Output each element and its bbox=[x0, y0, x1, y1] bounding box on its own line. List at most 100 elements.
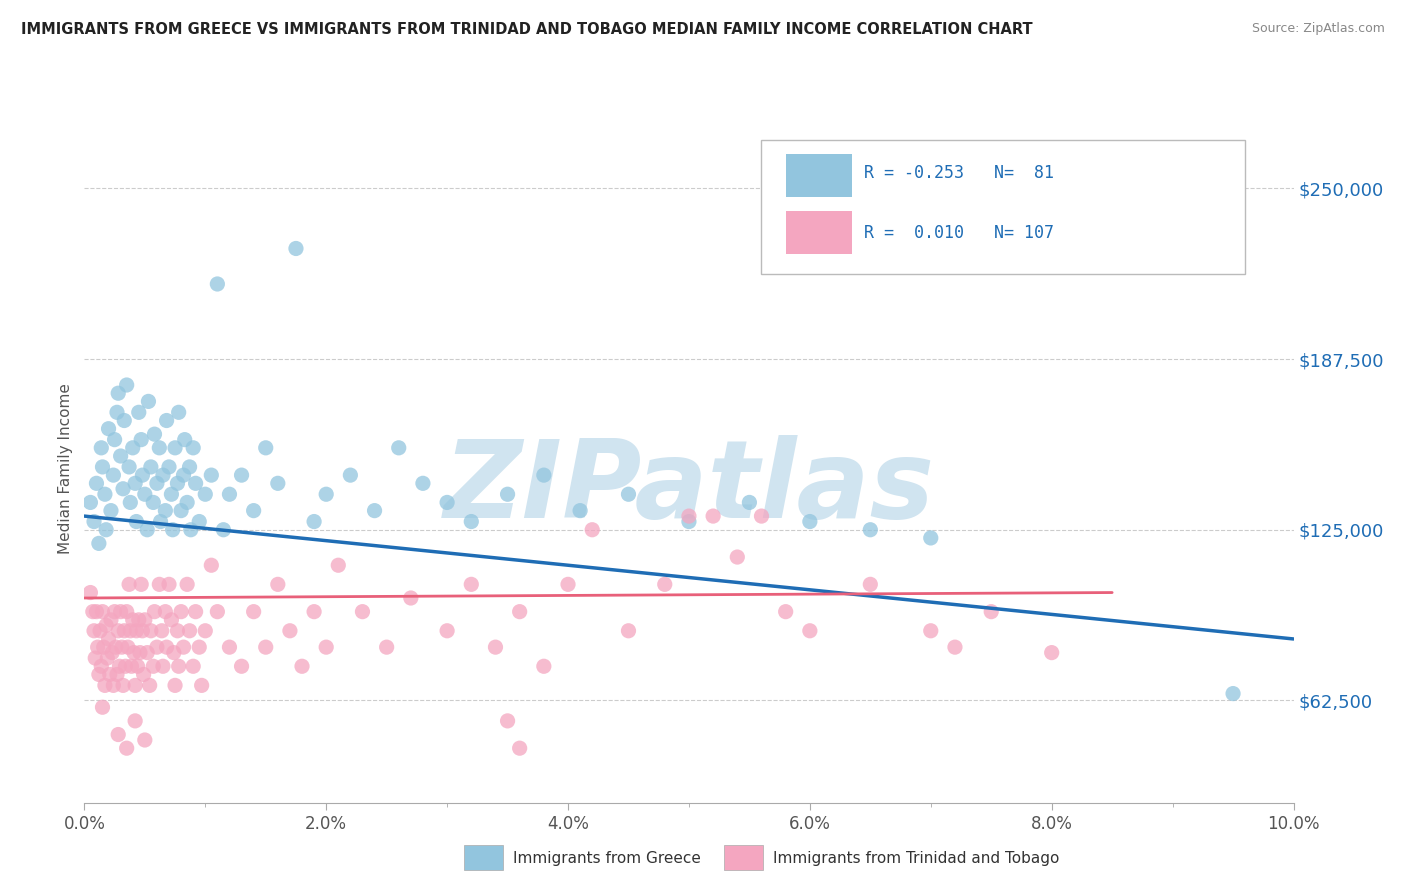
Point bbox=[150, 624, 173, 638]
Point bbox=[254, 441, 277, 455]
Point bbox=[129, 433, 152, 447]
Point bbox=[112, 482, 135, 496]
Point bbox=[112, 624, 135, 638]
Point bbox=[94, 487, 117, 501]
Point bbox=[155, 503, 177, 517]
Point bbox=[84, 651, 107, 665]
Point bbox=[190, 678, 212, 692]
Point bbox=[131, 468, 153, 483]
Point bbox=[231, 659, 253, 673]
Point bbox=[139, 459, 162, 474]
Point bbox=[79, 585, 101, 599]
Point bbox=[302, 515, 325, 529]
Point bbox=[129, 646, 152, 660]
Point bbox=[155, 640, 177, 655]
Point bbox=[128, 613, 150, 627]
Point bbox=[132, 667, 155, 681]
Point bbox=[107, 624, 129, 638]
Point bbox=[352, 605, 374, 619]
Point bbox=[143, 427, 166, 442]
Point bbox=[284, 242, 308, 256]
Point bbox=[110, 605, 132, 619]
Point bbox=[165, 441, 187, 455]
Point bbox=[107, 386, 129, 401]
Point bbox=[231, 468, 253, 483]
Point bbox=[131, 624, 153, 638]
Point bbox=[134, 487, 156, 501]
Point bbox=[194, 487, 217, 501]
Point bbox=[775, 605, 797, 619]
Point bbox=[105, 667, 128, 681]
Point bbox=[200, 468, 222, 483]
Point bbox=[943, 640, 966, 655]
Point bbox=[267, 577, 290, 591]
Point bbox=[328, 558, 350, 573]
Point bbox=[97, 422, 120, 436]
Point bbox=[124, 476, 146, 491]
Point bbox=[86, 605, 108, 619]
Point bbox=[148, 441, 170, 455]
Point bbox=[149, 515, 172, 529]
Point bbox=[509, 605, 531, 619]
Point bbox=[103, 468, 125, 483]
Point bbox=[101, 646, 124, 660]
Point bbox=[654, 577, 676, 591]
Point bbox=[212, 523, 235, 537]
Point bbox=[181, 659, 204, 673]
Point bbox=[617, 487, 640, 501]
Point bbox=[569, 503, 592, 517]
Point bbox=[218, 487, 240, 501]
Text: ZIPatlas: ZIPatlas bbox=[443, 435, 935, 541]
Point bbox=[146, 476, 169, 491]
Point bbox=[170, 503, 193, 517]
Point bbox=[94, 618, 117, 632]
Point bbox=[86, 476, 108, 491]
Point bbox=[87, 667, 110, 681]
Point bbox=[157, 577, 180, 591]
Point bbox=[91, 459, 114, 474]
Point bbox=[363, 503, 385, 517]
FancyBboxPatch shape bbox=[762, 141, 1246, 275]
Point bbox=[94, 523, 117, 537]
Point bbox=[496, 487, 519, 501]
Point bbox=[103, 678, 125, 692]
Point bbox=[87, 536, 110, 550]
Point bbox=[460, 515, 482, 529]
Point bbox=[100, 613, 122, 627]
Point bbox=[155, 605, 177, 619]
Point bbox=[188, 515, 211, 529]
Point bbox=[167, 659, 190, 673]
Point bbox=[160, 613, 183, 627]
Point bbox=[129, 577, 152, 591]
Point bbox=[124, 678, 146, 692]
Point bbox=[89, 624, 111, 638]
Point bbox=[121, 659, 143, 673]
Point bbox=[79, 495, 101, 509]
Point bbox=[118, 459, 141, 474]
Point bbox=[104, 640, 127, 655]
Point bbox=[207, 277, 229, 291]
Point bbox=[125, 515, 148, 529]
Point bbox=[176, 495, 198, 509]
Point bbox=[267, 476, 290, 491]
Point bbox=[121, 441, 143, 455]
Point bbox=[184, 476, 207, 491]
Text: IMMIGRANTS FROM GREECE VS IMMIGRANTS FROM TRINIDAD AND TOBAGO MEDIAN FAMILY INCO: IMMIGRANTS FROM GREECE VS IMMIGRANTS FRO… bbox=[21, 22, 1033, 37]
Point bbox=[152, 659, 174, 673]
Point bbox=[118, 577, 141, 591]
Point bbox=[617, 624, 640, 638]
Point bbox=[107, 727, 129, 741]
Point bbox=[315, 487, 337, 501]
Point bbox=[110, 449, 132, 463]
Point bbox=[146, 640, 169, 655]
Point bbox=[83, 515, 105, 529]
Point bbox=[166, 476, 188, 491]
Point bbox=[136, 646, 159, 660]
Point bbox=[254, 640, 277, 655]
Point bbox=[188, 640, 211, 655]
Point bbox=[138, 394, 160, 409]
Point bbox=[920, 624, 942, 638]
Point bbox=[799, 624, 821, 638]
Point bbox=[207, 605, 229, 619]
Point bbox=[163, 646, 186, 660]
